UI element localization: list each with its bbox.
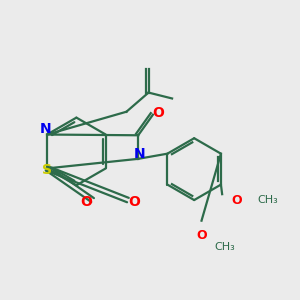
Text: CH₃: CH₃: [257, 195, 278, 205]
Text: S: S: [42, 163, 52, 177]
Text: N: N: [40, 122, 51, 136]
Text: CH₃: CH₃: [215, 242, 236, 252]
Text: O: O: [152, 106, 164, 120]
Text: O: O: [232, 194, 242, 207]
Text: N: N: [134, 146, 146, 161]
Text: O: O: [196, 229, 207, 242]
Text: O: O: [128, 194, 140, 208]
Text: O: O: [80, 194, 92, 208]
